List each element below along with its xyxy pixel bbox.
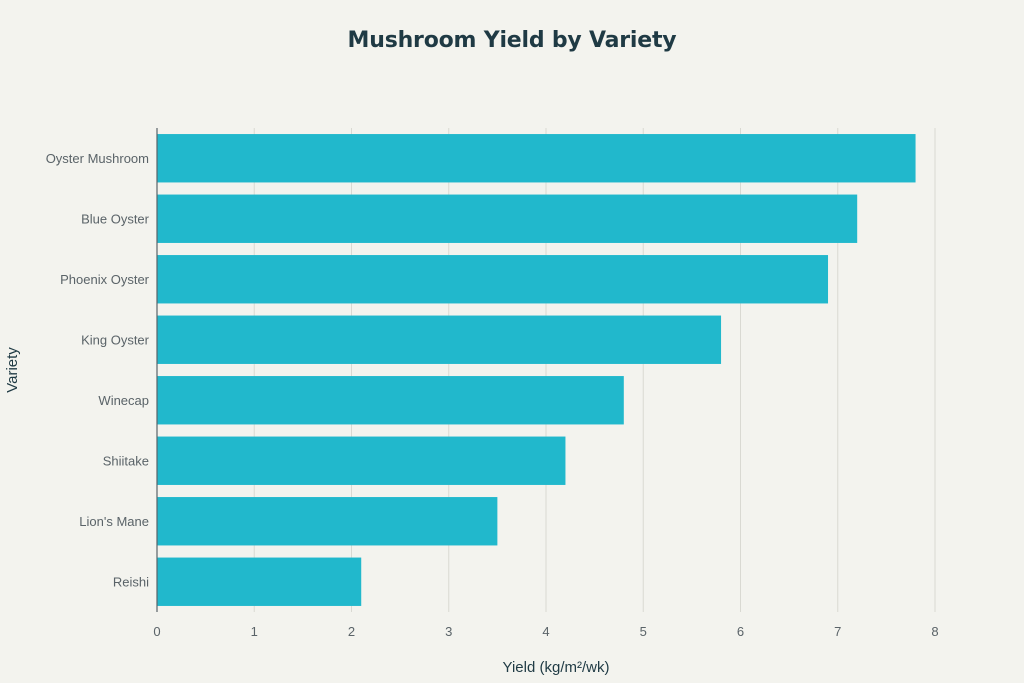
y-tick-label: Phoenix Oyster xyxy=(60,272,150,287)
y-tick-label: Shiitake xyxy=(103,453,149,468)
y-tick-label: Oyster Mushroom xyxy=(46,151,149,166)
bar-blue-oyster xyxy=(157,194,858,243)
x-tick-label: 1 xyxy=(251,624,258,639)
x-tick-label: 7 xyxy=(834,624,841,639)
x-tick-label: 8 xyxy=(931,624,938,639)
x-tick-label: 6 xyxy=(737,624,744,639)
bar-lion-s-mane xyxy=(157,497,498,546)
y-axis-title: Variety xyxy=(4,347,21,393)
chart-title: Mushroom Yield by Variety xyxy=(347,28,677,53)
y-tick-label: King Oyster xyxy=(81,332,150,347)
bar-phoenix-oyster xyxy=(157,255,829,304)
x-tick-label: 5 xyxy=(640,624,647,639)
y-tick-label: Blue Oyster xyxy=(81,211,150,226)
y-tick-label: Lion's Mane xyxy=(79,514,149,529)
x-tick-label: 2 xyxy=(348,624,355,639)
x-tick-label: 4 xyxy=(542,624,549,639)
x-tick-labels: 0 1 2 3 4 5 6 7 8 xyxy=(153,624,938,639)
bar-reishi xyxy=(157,557,362,606)
x-tick-label: 0 xyxy=(153,624,160,639)
y-tick-label: Winecap xyxy=(98,393,149,408)
bar-oyster-mushroom xyxy=(157,134,916,183)
y-tick-labels: Oyster Mushroom Blue Oyster Phoenix Oyster… xyxy=(46,151,150,590)
x-tick-label: 3 xyxy=(445,624,452,639)
bar-winecap xyxy=(157,376,624,425)
x-axis-title: Yield (kg/m²/wk) xyxy=(503,659,610,676)
bar-shiitake xyxy=(157,436,566,485)
bars xyxy=(157,134,916,606)
bar-king-oyster xyxy=(157,315,722,364)
y-tick-label: Reishi xyxy=(113,574,149,589)
